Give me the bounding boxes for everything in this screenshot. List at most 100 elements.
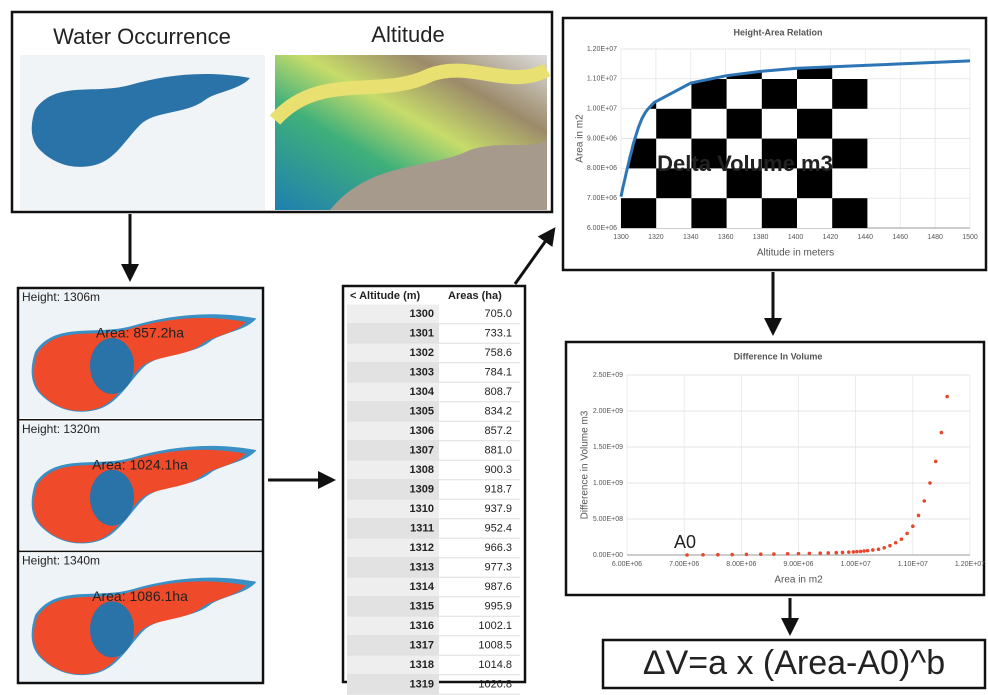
x-tick-label: 1.20E+07 [955, 561, 985, 568]
point [847, 550, 851, 554]
x-axis-label: Area in m2 [774, 575, 823, 586]
area-cell: 987.6 [484, 581, 512, 593]
area-cell: 881.0 [484, 444, 512, 456]
point [934, 460, 938, 464]
point [716, 553, 720, 557]
point [797, 552, 801, 556]
point [922, 499, 926, 503]
x-tick-label: 9.00E+06 [783, 561, 813, 568]
altitude-cell: 1317 [410, 639, 434, 651]
point [866, 549, 870, 553]
stage-height: Height: 1306m [22, 290, 100, 304]
checker [691, 198, 726, 228]
x-tick-label: 1.00E+07 [841, 561, 871, 568]
table-header: Areas (ha) [448, 290, 502, 302]
altitude-cell: 1305 [410, 405, 434, 417]
area-cell: 808.7 [484, 386, 512, 398]
point [911, 524, 915, 528]
x-tick-label: 1360 [718, 234, 734, 241]
point [818, 551, 822, 555]
x-tick-label: 1320 [648, 234, 664, 241]
stage-height: Height: 1320m [22, 422, 100, 436]
area-cell: 857.2 [484, 425, 512, 437]
point [905, 532, 909, 536]
x-tick-label: 1300 [613, 234, 629, 241]
point [826, 551, 830, 555]
checker [621, 198, 656, 228]
y-tick-label: 1.20E+07 [587, 46, 617, 53]
y-tick-label: 1.10E+07 [587, 76, 617, 83]
area-cell: 1002.1 [478, 620, 512, 632]
point [855, 550, 859, 554]
point [786, 552, 790, 556]
point [888, 544, 892, 548]
altitude-cell: 1307 [410, 444, 434, 456]
area-cell: 1020.8 [478, 678, 512, 690]
point [772, 552, 776, 556]
area-cell: 705.0 [484, 308, 512, 320]
checker [762, 79, 797, 109]
point [834, 551, 838, 555]
point [882, 546, 886, 550]
point [852, 550, 856, 554]
y-tick-label: 2.00E+09 [593, 408, 623, 415]
point [685, 553, 689, 557]
altitude-cell: 1310 [410, 503, 434, 515]
point [701, 553, 705, 557]
area-cell: 1014.8 [478, 659, 512, 671]
area-cell: 995.9 [484, 600, 512, 612]
y-tick-label: 5.00E+08 [593, 516, 623, 523]
y-axis-label: Difference in Volume m3 [580, 410, 591, 519]
altitude-cell: 1316 [410, 620, 434, 632]
point [928, 481, 932, 485]
altitude-cell: 1314 [410, 581, 435, 593]
x-tick-label: 6.00E+06 [612, 561, 642, 568]
y-tick-label: 1.50E+09 [593, 444, 623, 451]
point [877, 547, 881, 551]
x-tick-label: 1340 [683, 234, 699, 241]
area-cell: 937.9 [484, 503, 512, 515]
point [917, 514, 921, 518]
stage-area: Area: 1086.1ha [92, 588, 188, 604]
area-cell: 733.1 [484, 327, 512, 339]
point [841, 551, 845, 555]
checker [832, 79, 867, 109]
altitude-cell: 1300 [410, 308, 434, 320]
point [859, 550, 863, 554]
figure: Water Occurrence Altitude Height: 1306mA… [0, 0, 988, 695]
point [940, 431, 944, 435]
y-tick-label: 9.00E+06 [587, 135, 617, 142]
altitude-cell: 1309 [410, 483, 434, 495]
annotation: A0 [674, 532, 696, 552]
point [900, 537, 904, 541]
altitude-cell: 1313 [410, 561, 434, 573]
altitude-cell: 1308 [410, 464, 434, 476]
x-tick-label: 1380 [753, 234, 769, 241]
chart-title: Height-Area Relation [733, 27, 822, 37]
y-axis-label: Area in m2 [575, 114, 586, 163]
area-cell: 784.1 [484, 366, 512, 378]
altitude-cell: 1303 [410, 366, 434, 378]
area-cell: 977.3 [484, 561, 512, 573]
x-tick-label: 1400 [788, 234, 804, 241]
area-cell: 758.6 [484, 347, 512, 359]
altitude-cell: 1302 [410, 347, 434, 359]
altitude-cell: 1318 [410, 659, 434, 671]
checker [797, 109, 832, 139]
area-cell: 952.4 [484, 522, 512, 534]
y-tick-label: 0.00E+00 [593, 552, 623, 559]
area-cell: 834.2 [484, 405, 512, 417]
stage-area: Area: 1024.1ha [92, 456, 188, 472]
point [871, 548, 875, 552]
x-tick-label: 7.00E+06 [669, 561, 699, 568]
altitude-cell: 1304 [410, 386, 435, 398]
stage-area: Area: 857.2ha [96, 325, 184, 341]
lake-core [90, 470, 134, 526]
checker [656, 109, 691, 139]
point [894, 541, 898, 545]
y-tick-label: 1.00E+07 [587, 106, 617, 113]
altitude-cell: 1312 [410, 542, 434, 554]
table-header: < Altitude (m) [350, 290, 421, 302]
chart-title: Difference In Volume [734, 351, 823, 361]
y-tick-label: 6.00E+06 [587, 225, 617, 232]
